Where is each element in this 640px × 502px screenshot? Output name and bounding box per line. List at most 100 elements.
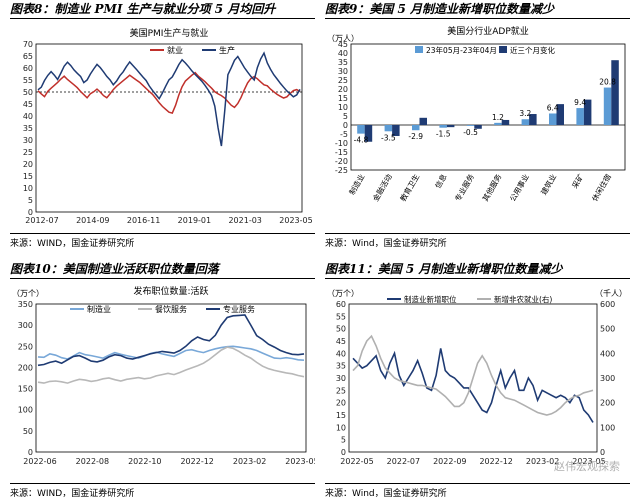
- source-rule: [325, 483, 630, 484]
- source-rule: [325, 233, 630, 234]
- chart-panel-11: 图表11：美国 5 月制造业新增职位数量减少 0 5 10 15 20 25 30 35 40 4…: [325, 260, 630, 500]
- bar-近三个月变化: [501, 119, 510, 125]
- y-tick-label: 55: [23, 76, 33, 85]
- bar-data-label: -2.9: [408, 132, 423, 141]
- x-tick-label: 2022-08: [76, 457, 109, 466]
- category-label: 建筑业: [538, 172, 558, 197]
- legend-label: 生产: [219, 45, 235, 55]
- panel-title: 图表8：制造业 PMI 生产与就业分项 5 月均回升: [10, 2, 276, 16]
- title-rule: [10, 278, 315, 279]
- y-tick-label: -5: [340, 130, 348, 139]
- bar-近三个月变化: [529, 114, 537, 125]
- y-tick-label: 0: [343, 121, 348, 130]
- bar-近三个月变化: [419, 117, 427, 125]
- bar-23年05月-23年04月: [603, 87, 612, 125]
- series-line-新增非农就业(右): [352, 334, 594, 416]
- y-tick-label: 300: [18, 321, 33, 330]
- x-tick-label: 2022-12: [479, 457, 512, 466]
- legend-label: 专业服务: [223, 304, 255, 314]
- unit-label: （万人）: [327, 34, 359, 43]
- y-tick-label: 0: [28, 208, 33, 217]
- x-tick-label: 2023-05: [572, 457, 605, 466]
- series-line-制造业: [37, 345, 305, 361]
- y-tick-label: 5: [343, 112, 348, 121]
- y-tick-label-left: 5: [341, 436, 346, 445]
- x-tick-label: 2021-03: [228, 216, 261, 225]
- y-tick-label-left: 50: [336, 325, 346, 334]
- category-label: 其他服务: [480, 172, 504, 203]
- y-tick-label: 5: [28, 196, 33, 205]
- category-label: 公用事业: [507, 172, 531, 203]
- y-tick-label: -10: [335, 139, 348, 148]
- plot-frame: [350, 43, 626, 171]
- bar-23年05月-23年04月: [412, 125, 420, 131]
- unit-label-left: （万个）: [327, 289, 359, 298]
- category-label: 教育卫生: [398, 172, 422, 203]
- category-label: 金融活动: [370, 172, 394, 203]
- series-line-生产: [37, 51, 301, 147]
- bar-近三个月变化: [446, 125, 455, 128]
- bar-23年05月-23年04月: [384, 125, 393, 132]
- chart-panel-8: 图表8：制造业 PMI 生产与就业分项 5 月均回升 0 5 10 15 20 25 30 3…: [10, 0, 315, 250]
- job-postings-line-chart: 0 50 100 150 200 250 300 350 （万个） 发布职位数量:活跃 2022-0…: [12, 285, 315, 466]
- series-line-就业: [37, 71, 301, 114]
- unit-label-right: （千人）: [595, 288, 627, 298]
- chart-panel-10: 图表10：美国制造业活跃职位数量回落 0 50 100 150 200 250 300 350…: [10, 260, 315, 500]
- pmi-line-chart: 0 5 10 15 20 25 30 35 40 45 50 55 60 65 70 2012-07 2014-…: [23, 27, 313, 225]
- bar-近三个月变化: [611, 60, 619, 126]
- x-tick-label: 2022-07: [387, 457, 420, 466]
- bar-近三个月变化: [364, 125, 373, 142]
- y-tick-label: 70: [23, 40, 33, 49]
- y-tick-label-right: 300: [600, 374, 615, 383]
- y-tick-label: 35: [23, 124, 33, 133]
- legend-label: 制造业: [87, 304, 111, 314]
- x-tick-label: 2022-12: [180, 457, 213, 466]
- category-label: 采矿: [569, 172, 585, 190]
- category-label: 信息: [432, 172, 448, 190]
- y-tick-label-right: 500: [600, 325, 615, 334]
- y-tick-label-left: 0: [341, 448, 346, 457]
- y-tick-label: 200: [18, 363, 33, 372]
- y-tick-label: 45: [338, 40, 348, 49]
- bar-近三个月变化: [392, 125, 400, 136]
- bar-data-label: -0.5: [463, 128, 478, 137]
- chart-title: 美国分行业ADP就业: [447, 25, 529, 37]
- y-tick-label: 15: [338, 94, 348, 103]
- legend-label: 就业: [167, 45, 183, 55]
- series-line-餐饮服务: [37, 346, 305, 384]
- y-tick-label: 10: [338, 103, 348, 112]
- legend-label: 制造业新增职位: [404, 294, 457, 304]
- plot-frame: [35, 43, 303, 213]
- x-tick-label: 2022-10: [128, 457, 161, 466]
- legend-swatch: [499, 46, 507, 53]
- plot-frame: [35, 303, 307, 453]
- bar-data-label: 1.2: [492, 113, 504, 122]
- bar-data-label: -3.5: [381, 133, 396, 142]
- bar-23年05月-23年04月: [494, 122, 502, 125]
- unit-label: （万个）: [12, 289, 44, 298]
- new-jobs-dual-axis-chart: 0510152025303540455055600100200300400500…: [327, 288, 627, 466]
- y-tick-label: 45: [23, 100, 33, 109]
- y-tick-label: 30: [338, 67, 348, 76]
- legend-label: 餐饮服务: [155, 304, 187, 314]
- y-tick-label-right: 400: [600, 349, 615, 358]
- source-note: 来源：WIND，国金证券研究所: [10, 489, 135, 499]
- chart-title: 发布职位数量:活跃: [133, 285, 208, 297]
- y-tick-label-left: 25: [336, 386, 346, 395]
- x-tick-label: 2022-06: [23, 457, 56, 466]
- y-tick-label: 50: [23, 427, 33, 436]
- y-tick-label: 100: [18, 406, 33, 415]
- y-tick-label-left: 60: [336, 300, 346, 309]
- category-label: 制造业: [347, 172, 367, 197]
- panel-title: 图表10：美国制造业活跃职位数量回落: [10, 262, 219, 276]
- y-tick-label-right: 600: [600, 300, 615, 309]
- watermark: 赵伟宏观探索: [554, 460, 620, 473]
- title-rule: [10, 18, 315, 19]
- y-tick-label-left: 45: [336, 337, 346, 346]
- source-note: 来源：WIND，国金证券研究所: [10, 239, 135, 249]
- y-tick-label-right: 100: [600, 423, 615, 432]
- category-label: 休闲住宿: [589, 172, 613, 203]
- bar-近三个月变化: [474, 125, 482, 129]
- y-tick-label: 25: [23, 148, 33, 157]
